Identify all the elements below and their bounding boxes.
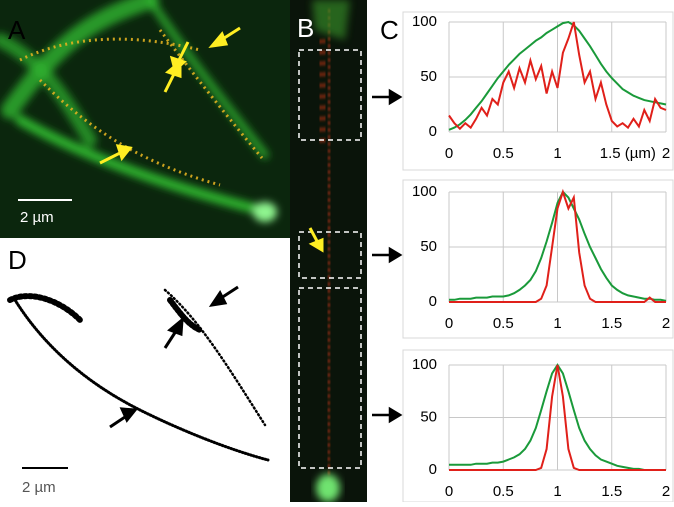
panel-d-image: 2 µm D xyxy=(7,245,270,496)
arrows xyxy=(372,88,403,424)
x-tick-label: 1 xyxy=(553,483,561,500)
panel-label: B xyxy=(297,13,314,43)
panel-b-image: B xyxy=(290,0,367,502)
y-tick-label: 0 xyxy=(429,293,437,310)
profile-line xyxy=(449,188,666,303)
profile-line xyxy=(449,190,667,302)
scale-bar-label: 2 µm xyxy=(20,209,54,226)
x-tick-label: 2 xyxy=(662,483,670,500)
x-tick-label: 1.5 (µm) xyxy=(600,145,656,162)
x-tick-label: 0 xyxy=(445,483,453,500)
profile-line xyxy=(448,20,667,131)
x-tick-label: 0 xyxy=(445,145,453,162)
panel-label: C xyxy=(380,15,399,45)
x-tick-label: 2 xyxy=(662,145,670,162)
panel-label: D xyxy=(8,245,27,275)
y-tick-label: 50 xyxy=(420,68,437,85)
x-tick-label: 0.5 xyxy=(493,483,514,500)
chart-frame xyxy=(402,349,674,503)
x-tick-label: 0.5 xyxy=(493,145,514,162)
x-tick-label: 2 xyxy=(662,315,670,332)
scale-bar-label: 2 µm xyxy=(22,479,56,496)
profile-line xyxy=(448,21,667,131)
chart-frame xyxy=(402,179,674,339)
y-tick-label: 100 xyxy=(412,356,437,373)
x-tick-label: 0 xyxy=(445,315,453,332)
y-tick-label: 0 xyxy=(429,123,437,140)
y-tick-label: 100 xyxy=(412,183,437,200)
y-tick-label: 0 xyxy=(429,461,437,478)
panel-label: A xyxy=(8,15,26,45)
y-tick-label: 50 xyxy=(420,238,437,255)
y-tick-label: 100 xyxy=(412,13,437,30)
y-tick-label: 50 xyxy=(420,408,437,425)
x-tick-label: 1.5 xyxy=(601,315,622,332)
x-tick-label: 1.5 xyxy=(601,483,622,500)
x-tick-label: 1 xyxy=(553,145,561,162)
profile-line xyxy=(449,364,666,471)
x-tick-label: 1 xyxy=(553,315,561,332)
x-tick-label: 0.5 xyxy=(493,315,514,332)
panel-a-image: 2 µm A xyxy=(0,0,290,238)
